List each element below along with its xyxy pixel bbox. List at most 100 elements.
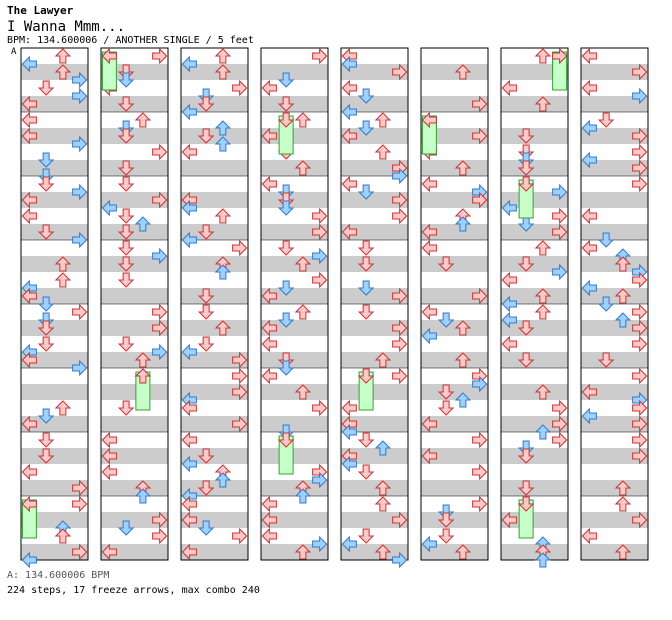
down-arrow [197,304,215,320]
beat-stripe [261,224,328,240]
down-arrow [597,296,615,312]
beat-stripe [581,512,648,528]
beat-stripe [181,352,248,368]
beat-stripe [261,288,328,304]
down-arrow [437,400,455,416]
down-arrow [117,336,135,352]
up-arrow [454,64,472,80]
right-arrow [152,303,168,321]
up-arrow [534,552,552,568]
beat-stripe [21,96,88,112]
beat-stripe [581,224,648,240]
down-arrow [597,352,615,368]
down-arrow [37,176,55,192]
left-arrow [421,223,437,241]
beat-stripe [421,256,488,272]
beat-stripe [581,96,648,112]
up-arrow [134,368,152,384]
right-arrow [392,287,408,305]
right-arrow [392,367,408,385]
down-arrow [37,448,55,464]
right-arrow [632,271,648,289]
beat-stripe [341,64,408,80]
left-arrow [261,319,277,337]
left-arrow [261,287,277,305]
down-arrow [357,240,375,256]
left-arrow [21,207,37,225]
beat-stripe [21,416,88,432]
right-arrow [472,127,488,145]
down-arrow [197,224,215,240]
beat-stripe [21,192,88,208]
right-arrow [392,167,408,185]
left-arrow [261,511,277,529]
right-arrow [632,511,648,529]
beat-stripe [341,160,408,176]
up-arrow [294,304,312,320]
left-arrow [581,279,597,297]
left-arrow [181,495,197,513]
beat-stripe [421,128,488,144]
down-arrow [117,72,135,88]
right-arrow [312,471,328,489]
down-arrow [517,480,535,496]
left-arrow [181,199,197,217]
right-arrow [232,239,248,257]
right-arrow [72,543,88,561]
right-arrow [472,287,488,305]
beat-stripe [581,544,648,560]
down-arrow [437,312,455,328]
right-arrow [392,335,408,353]
down-arrow [357,280,375,296]
right-arrow [312,247,328,265]
beat-stripe [21,320,88,336]
left-arrow [581,383,597,401]
up-arrow [54,272,72,288]
right-arrow [152,343,168,361]
down-arrow [37,432,55,448]
left-arrow [261,367,277,385]
left-arrow [181,431,197,449]
left-arrow [501,311,517,329]
right-arrow [392,511,408,529]
left-arrow [21,95,37,113]
beat-stripe [581,320,648,336]
step-stats: 224 steps, 17 freeze arrows, max combo 2… [7,585,260,596]
beat-stripe [101,512,168,528]
beat-stripe [101,64,168,80]
right-arrow [632,319,648,337]
beat-stripe [421,352,488,368]
beat-stripe [581,192,648,208]
beat-stripe [181,192,248,208]
beat-stripe [21,160,88,176]
beat-stripe [501,320,568,336]
column-border [260,47,329,561]
right-arrow [552,183,568,201]
left-arrow [341,455,357,473]
down-arrow [517,320,535,336]
down-arrow [597,112,615,128]
down-arrow [517,496,535,512]
down-arrow [117,272,135,288]
up-arrow [54,64,72,80]
right-arrow [72,303,88,321]
beat-stripe [421,288,488,304]
beat-stripe [581,288,648,304]
beat-stripe [21,512,88,528]
left-arrow [501,271,517,289]
beat-stripe [421,160,488,176]
beat-stripe [341,96,408,112]
down-arrow [37,296,55,312]
right-arrow [632,415,648,433]
up-arrow [534,424,552,440]
left-arrow [421,239,437,257]
beat-stripe [501,544,568,560]
right-arrow [632,143,648,161]
right-arrow [72,495,88,513]
right-arrow [632,303,648,321]
down-arrow [357,528,375,544]
beat-stripe [101,288,168,304]
left-arrow [21,127,37,145]
column-border [20,47,89,561]
up-arrow [614,256,632,272]
